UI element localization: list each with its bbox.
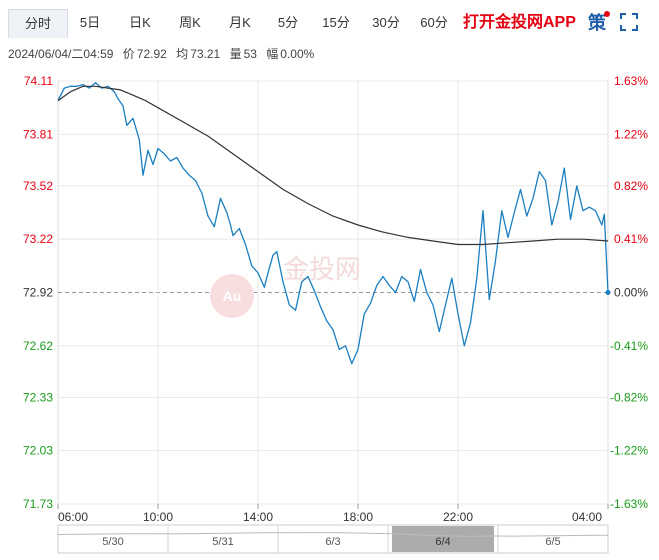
average-line — [57, 85, 609, 246]
tab-15min[interactable]: 15分 — [322, 15, 350, 30]
change-value: 0.00% — [280, 47, 315, 61]
date-navigator: 5/30 5/31 6/3 6/4 6/5 — [57, 524, 609, 554]
percent-tick-label: -1.63% — [610, 497, 648, 511]
quote-info-bar: 2024/06/04/二04:59 价 72.92 均 73.21 量 53 幅 0.0… — [8, 46, 320, 62]
open-app-link[interactable]: 打开金投网APP — [463, 14, 576, 31]
time-tick-label: 10:00 — [143, 510, 173, 524]
last-price-dot — [605, 290, 611, 295]
navigator-trend-line — [57, 532, 609, 537]
percent-tick-label: -1.22% — [610, 444, 648, 458]
price-tick-label: 71.73 — [23, 497, 53, 511]
period-tab-bar: 分时 5日 日K 周K 月K 5分 15分 30分 60分 打开金投网APP 策 — [0, 0, 659, 44]
percent-tick-label: 0.82% — [614, 179, 648, 193]
watermark-text: 金投网 — [283, 255, 361, 285]
time-tick-label: 22:00 — [443, 510, 473, 524]
chart-series — [57, 82, 611, 365]
navigator-date-label: 5/31 — [212, 536, 233, 548]
navigator-frame — [57, 524, 609, 554]
notification-dot — [604, 11, 610, 17]
navigator-selection — [392, 526, 494, 552]
volume-value: 53 — [243, 47, 257, 61]
time-tick-label: 14:00 — [243, 510, 273, 524]
tab-intraday[interactable]: 分时 — [8, 9, 68, 38]
percent-tick-label: 0.00% — [614, 286, 648, 300]
navigator-date-label: 5/30 — [102, 536, 123, 548]
navigator-date-label: 6/5 — [545, 536, 560, 548]
tab-monthly-k[interactable]: 月K — [229, 15, 251, 30]
tab-5min[interactable]: 5分 — [277, 15, 299, 30]
percent-tick-label: -0.82% — [610, 390, 648, 404]
navigator-date-label: 6/3 — [325, 536, 340, 548]
time-tick-label: 06:00 — [58, 510, 88, 524]
price-tick-label: 73.52 — [23, 179, 53, 193]
tab-5day[interactable]: 5日 — [79, 15, 101, 30]
svg-text:Au: Au — [223, 288, 242, 304]
time-tick-label: 04:00 — [572, 510, 602, 524]
price-tick-label: 72.33 — [23, 390, 53, 404]
price-tick-label: 72.92 — [23, 286, 53, 300]
price-tick-label: 72.62 — [23, 339, 53, 353]
x-axis-time-labels: 06:00 10:00 14:00 18:00 22:00 04:00 — [58, 510, 602, 524]
percent-tick-label: -0.41% — [610, 339, 648, 353]
avg-value: 73.21 — [190, 47, 221, 61]
tab-weekly-k[interactable]: 周K — [179, 15, 201, 30]
fullscreen-icon[interactable] — [620, 13, 638, 31]
price-tick-label: 73.81 — [23, 127, 53, 141]
price-label: 价 — [122, 47, 135, 61]
tab-daily-k[interactable]: 日K — [129, 15, 151, 30]
percent-tick-label: 1.63% — [614, 74, 648, 88]
watermark-logo: Au 金投网 — [210, 255, 361, 318]
price-value: 72.92 — [136, 47, 167, 61]
price-tick-label: 73.22 — [23, 232, 53, 246]
percent-tick-label: 0.41% — [614, 232, 648, 246]
y-axis-price-labels: 74.11 73.81 73.52 73.22 72.92 72.62 72.33 72.03… — [23, 74, 53, 511]
avg-label: 均 — [176, 47, 189, 61]
price-tick-label: 74.11 — [24, 74, 53, 88]
tab-60min[interactable]: 60分 — [420, 15, 448, 30]
change-label: 幅 — [266, 47, 279, 61]
tab-30min[interactable]: 30分 — [372, 15, 400, 30]
chart-grid — [57, 80, 609, 509]
navigator-date-label: 6/4 — [435, 536, 450, 548]
price-tick-label: 72.03 — [23, 444, 53, 458]
quote-datetime: 2024/06/04/二04:59 — [8, 47, 114, 61]
y-axis-percent-labels: 1.63% 1.22% 0.82% 0.41% 0.00% -0.41% -0.82% -1.… — [610, 74, 648, 511]
strategy-button[interactable]: 策 — [588, 13, 606, 33]
price-line — [57, 82, 609, 365]
percent-tick-label: 1.22% — [614, 127, 648, 141]
volume-label: 量 — [229, 47, 242, 61]
time-tick-label: 18:00 — [343, 510, 373, 524]
